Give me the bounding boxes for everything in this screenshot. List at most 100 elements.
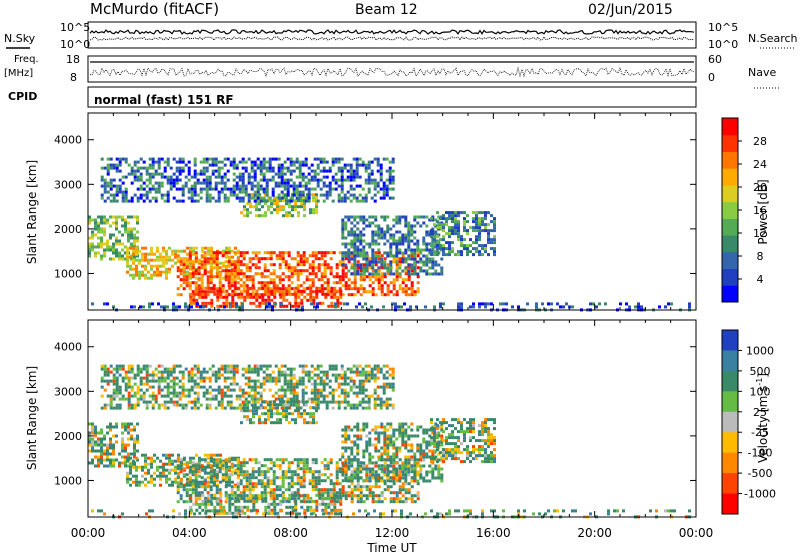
range-cell (166, 305, 169, 309)
range-cell (374, 251, 378, 255)
range-cell (340, 157, 344, 161)
range-cell (344, 272, 348, 276)
range-cell (347, 491, 351, 495)
range-cell (283, 187, 287, 191)
range-cell (481, 244, 484, 248)
range-cell (371, 455, 375, 459)
range-cell (200, 458, 204, 462)
range-cell (341, 494, 345, 498)
range-cell (295, 184, 299, 188)
range-cell (273, 196, 276, 200)
range-cell (392, 497, 396, 501)
range-cell (295, 190, 299, 194)
range-cell (463, 211, 466, 215)
range-cell (487, 302, 490, 306)
range-cell (401, 278, 405, 282)
range-cell (419, 476, 423, 480)
range-cell (221, 473, 225, 477)
range-cell (311, 458, 315, 462)
range-cell (416, 473, 420, 477)
range-cell (263, 266, 267, 270)
range-cell (150, 258, 153, 262)
range-cell (322, 181, 326, 185)
range-cell (359, 233, 363, 237)
range-cell (251, 257, 255, 261)
range-cell (127, 425, 130, 429)
range-cell (263, 488, 267, 492)
range-cell (91, 242, 94, 246)
range-cell (457, 448, 460, 452)
range-cell (365, 464, 369, 468)
range-cell (437, 467, 441, 471)
range-cell (256, 181, 260, 185)
range-cell (252, 412, 255, 416)
range-cell (193, 199, 197, 203)
range-cell (262, 199, 266, 203)
range-cell (322, 157, 326, 161)
range-cell (127, 215, 130, 219)
range-cell (177, 453, 180, 457)
range-cell (248, 260, 252, 264)
range-cell (212, 275, 216, 279)
range-cell (181, 166, 185, 170)
range-cell (395, 452, 399, 456)
range-cell (255, 196, 258, 200)
range-cell (362, 257, 366, 261)
range-cell (349, 166, 353, 170)
range-cell (97, 449, 100, 453)
range-cell (296, 278, 300, 282)
range-cell (291, 193, 294, 197)
range-cell (422, 464, 426, 468)
range-cell (112, 305, 115, 309)
range-cell (401, 215, 405, 219)
range-cell (147, 261, 150, 265)
range-cell (142, 193, 146, 197)
range-cell (356, 221, 360, 225)
range-cell (256, 190, 260, 194)
range-cell (302, 473, 306, 477)
range-cell (317, 470, 321, 474)
noise-panel-frame (87, 21, 697, 49)
range-cell (365, 434, 369, 438)
range-cell (392, 434, 396, 438)
range-cell (362, 449, 366, 453)
range-cell (302, 269, 306, 273)
range-cell (223, 172, 227, 176)
range-cell (310, 302, 313, 306)
range-cell (263, 473, 267, 477)
range-cell (431, 449, 435, 453)
range-cell (264, 493, 268, 497)
range-cell (150, 459, 153, 463)
range-cell (379, 163, 383, 167)
range-cell (428, 449, 432, 453)
range-cell (106, 431, 109, 435)
nave-label: Nave (748, 66, 776, 79)
freq-tick-top: 18 (66, 53, 80, 66)
noise-panel: N.Sky 10^5 10^0 10^5 10^0 N.Search (4, 21, 798, 51)
freq-traces (89, 61, 695, 78)
range-cell (392, 467, 396, 471)
range-cell (338, 470, 342, 474)
range-cell (323, 260, 327, 264)
range-cell (377, 479, 381, 483)
range-cell (129, 273, 132, 277)
range-cell (490, 439, 493, 443)
range-cell (200, 284, 204, 288)
range-cell (293, 491, 297, 495)
range-cell (276, 208, 279, 212)
range-cell (200, 464, 204, 468)
range-cell (439, 421, 442, 425)
range-cell (419, 446, 423, 450)
range-cell (291, 496, 295, 500)
range-cell (139, 196, 143, 200)
range-cell (265, 169, 269, 173)
range-cell (350, 464, 354, 468)
range-cell (276, 418, 279, 422)
range-cell (283, 184, 287, 188)
range-cell (246, 499, 250, 503)
range-cell (142, 181, 146, 185)
range-cell (334, 160, 338, 164)
range-cell (337, 160, 341, 164)
range-cell (156, 474, 159, 478)
range-cell (193, 175, 197, 179)
